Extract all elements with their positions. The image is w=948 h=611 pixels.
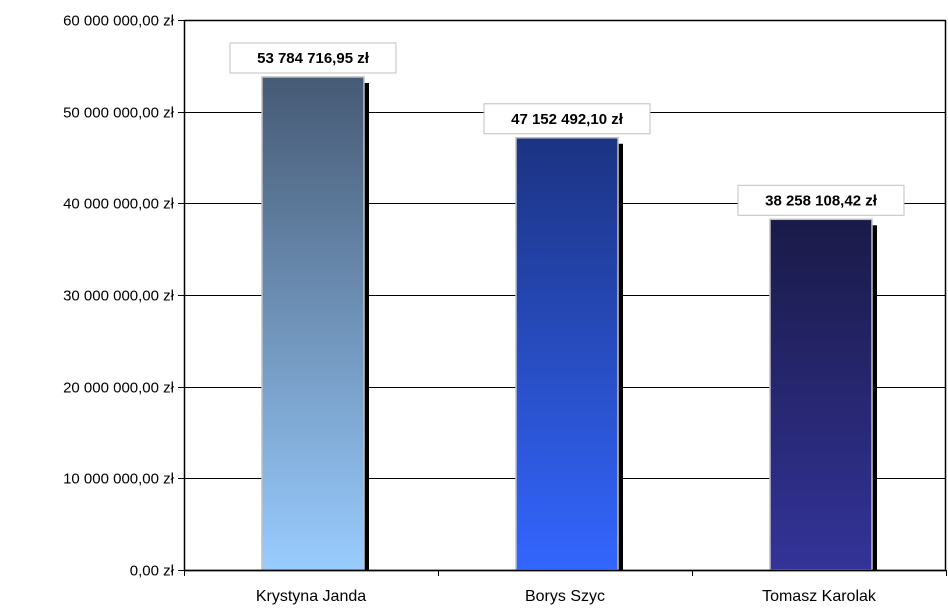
y-tick-label: 20 000 000,00 zł (63, 380, 175, 397)
labels: 0,00 zł 10 000 000,00 zł 20 000 000,00 zł 3… (63, 13, 905, 605)
bars (261, 76, 877, 571)
data-label: 38 258 108,42 zł (765, 192, 878, 209)
y-tick-label: 40 000 000,00 zł (63, 196, 175, 213)
y-tick-label: 10 000 000,00 zł (63, 471, 175, 488)
y-tick-label: 50 000 000,00 zł (63, 105, 175, 122)
bar-tomasz-karolak (769, 218, 873, 571)
y-tick-label: 0,00 zł (130, 563, 175, 580)
data-label-box (229, 42, 397, 74)
data-label-box (737, 184, 905, 216)
data-label: 53 784 716,95 zł (257, 50, 370, 67)
y-tick-label: 30 000 000,00 zł (63, 288, 175, 305)
bar-borys-szyc (515, 137, 619, 571)
data-label-box (483, 103, 651, 135)
bar-krystyna-janda (261, 76, 365, 571)
y-tick-label: 60 000 000,00 zł (63, 13, 175, 30)
x-tick-label: Krystyna Janda (256, 588, 366, 605)
x-tick-label: Borys Szyc (525, 588, 605, 605)
x-tick-label: Tomasz Karolak (762, 588, 877, 605)
axes (178, 19, 947, 576)
data-label: 47 152 492,10 zł (511, 111, 624, 128)
